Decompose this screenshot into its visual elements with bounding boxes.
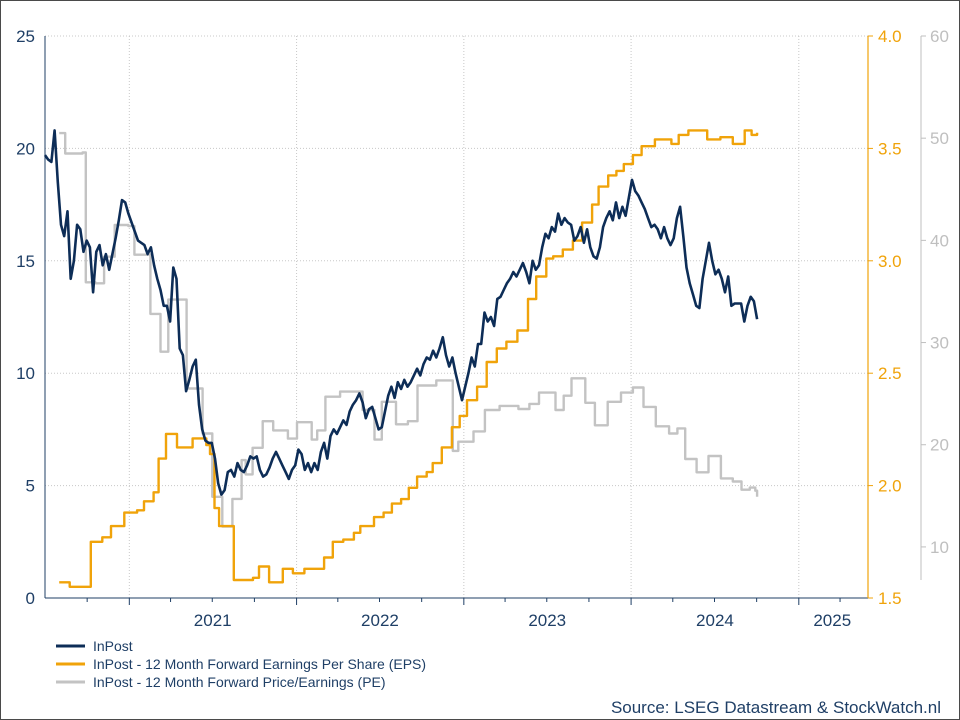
- series-lines: [43, 129, 759, 588]
- axes: 2021 2022 2023 2024 202505101520251.52.02.53…: [16, 27, 949, 630]
- eps-tick-label: 4.0: [878, 27, 902, 46]
- pe-tick-label: 20: [930, 436, 949, 455]
- series-line-eps: [59, 129, 759, 588]
- eps-tick-label: 1.5: [878, 589, 902, 608]
- pe-tick-label: 50: [930, 129, 949, 148]
- left-tick-label: 5: [26, 477, 35, 496]
- left-tick-label: 20: [16, 139, 35, 158]
- source-label: Source: LSEG Datastream & StockWatch.nl: [611, 698, 941, 717]
- legend-label: InPost - 12 Month Forward Earnings Per S…: [93, 656, 426, 672]
- eps-tick-label: 2.0: [878, 477, 902, 496]
- x-tick-label: 2023: [528, 611, 566, 630]
- eps-tick-label: 3.5: [878, 139, 902, 158]
- legend: InPost InPost - 12 Month Forward Earnings…: [56, 638, 426, 690]
- left-tick-label: 10: [16, 364, 35, 383]
- pe-tick-label: 10: [930, 538, 949, 557]
- eps-tick-label: 2.5: [878, 364, 902, 383]
- series-line-pe: [59, 131, 759, 528]
- x-tick-label: 2024: [696, 611, 734, 630]
- series-line-inpost: [43, 129, 759, 496]
- x-tick-label: 2025: [813, 611, 851, 630]
- pe-tick-label: 30: [930, 334, 949, 353]
- left-tick-label: 15: [16, 252, 35, 271]
- x-tick-label: 2021: [194, 611, 232, 630]
- eps-tick-label: 3.0: [878, 252, 902, 271]
- legend-label: InPost: [93, 638, 133, 654]
- left-tick-label: 0: [26, 589, 35, 608]
- left-tick-label: 25: [16, 27, 35, 46]
- pe-tick-label: 40: [930, 231, 949, 250]
- x-tick-label: 2022: [361, 611, 399, 630]
- pe-tick-label: 60: [930, 27, 949, 46]
- legend-label: InPost - 12 Month Forward Price/Earnings…: [93, 674, 386, 690]
